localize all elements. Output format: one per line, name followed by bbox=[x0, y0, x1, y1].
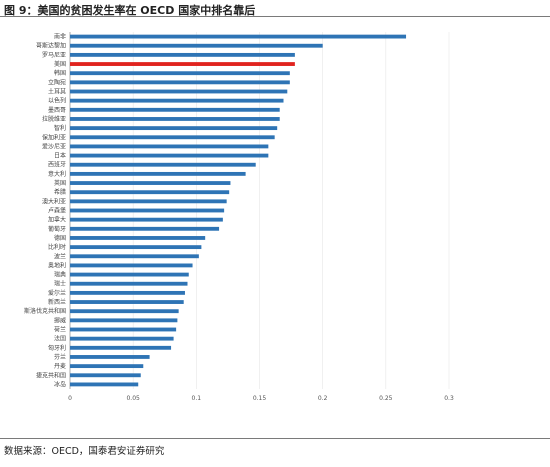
bar bbox=[70, 107, 280, 112]
bar bbox=[70, 226, 220, 231]
chart-title: 图 9：美国的贫困发生率在 OECD 国家中排名靠后 bbox=[4, 4, 256, 17]
poverty-rate-bar-chart: 南非哥斯达黎加罗马尼亚美国韩国立陶宛土耳其以色列墨西哥拉脱维亚智利保加利亚爱沙尼… bbox=[24, 32, 454, 402]
bar bbox=[70, 153, 269, 158]
title-divider bbox=[0, 16, 550, 17]
category-label: 以色列 bbox=[48, 97, 66, 105]
category-label: 保加利亚 bbox=[42, 133, 66, 141]
x-tick-label: 0.2 bbox=[318, 395, 328, 402]
bar bbox=[70, 217, 223, 222]
category-label: 罗马尼亚 bbox=[42, 51, 66, 59]
x-tick-label: 0.1 bbox=[192, 395, 202, 402]
bar-highlight bbox=[70, 62, 295, 66]
category-label: 挪威 bbox=[54, 316, 66, 324]
x-tick-label: 0.3 bbox=[444, 395, 454, 402]
category-label: 英国 bbox=[54, 179, 66, 187]
x-axis-tick-layer: 0 0.05 0.1 0.15 0.2 0.25 0.3 bbox=[68, 395, 454, 402]
category-label: 法国 bbox=[54, 335, 66, 343]
category-label: 奥地利 bbox=[48, 261, 66, 269]
bar bbox=[70, 272, 189, 277]
category-label: 墨西哥 bbox=[48, 107, 66, 114]
source-note: 数据来源：OECD，国泰君安证券研究 bbox=[4, 446, 165, 457]
bar bbox=[70, 98, 284, 103]
category-label: 南非 bbox=[54, 33, 66, 41]
bar bbox=[70, 327, 177, 332]
category-label: 美国 bbox=[54, 60, 66, 68]
category-label: 澳大利亚 bbox=[42, 197, 66, 205]
bar bbox=[70, 34, 407, 39]
bar bbox=[70, 199, 227, 204]
bar bbox=[70, 135, 275, 140]
category-label: 比利时 bbox=[48, 243, 66, 251]
bar bbox=[70, 144, 269, 149]
category-label: 西班牙 bbox=[48, 161, 66, 169]
bar bbox=[70, 373, 141, 378]
category-label: 卢森堡 bbox=[48, 207, 66, 215]
bar bbox=[70, 208, 225, 213]
bar bbox=[70, 89, 288, 94]
bar bbox=[70, 355, 150, 359]
category-label: 荷兰 bbox=[54, 326, 66, 334]
category-label: 冰岛 bbox=[54, 380, 66, 388]
bar bbox=[70, 290, 185, 295]
bar-layer bbox=[70, 34, 407, 387]
category-label: 意大利 bbox=[48, 170, 66, 178]
bar bbox=[70, 309, 179, 314]
category-label: 拉脱维亚 bbox=[42, 115, 66, 123]
bar bbox=[70, 190, 230, 195]
category-label: 爱沙尼亚 bbox=[42, 142, 66, 150]
bar bbox=[70, 336, 174, 341]
category-label: 韩国 bbox=[54, 69, 66, 77]
source-divider bbox=[0, 438, 550, 439]
bar bbox=[70, 126, 278, 131]
category-label: 希腊 bbox=[54, 188, 66, 196]
category-label: 斯洛伐克共和国 bbox=[24, 307, 66, 315]
x-tick-label: 0 bbox=[68, 395, 72, 402]
bar bbox=[70, 43, 323, 48]
bar bbox=[70, 281, 188, 286]
category-label: 捷克共和国 bbox=[36, 371, 66, 379]
bar bbox=[70, 318, 178, 323]
category-label-layer: 南非哥斯达黎加罗马尼亚美国韩国立陶宛土耳其以色列墨西哥拉脱维亚智利保加利亚爱沙尼… bbox=[24, 33, 66, 389]
bar bbox=[70, 52, 295, 57]
category-label: 瑞士 bbox=[54, 280, 66, 288]
category-label: 日本 bbox=[54, 152, 66, 160]
category-label: 德国 bbox=[54, 234, 66, 242]
bar bbox=[70, 245, 202, 250]
bar bbox=[70, 71, 290, 76]
bar bbox=[70, 263, 193, 268]
category-label: 立陶宛 bbox=[48, 78, 66, 86]
bar bbox=[70, 181, 231, 185]
category-label: 瑞典 bbox=[54, 271, 66, 279]
bar bbox=[70, 254, 199, 259]
x-tick-label: 0.25 bbox=[379, 395, 393, 402]
bar bbox=[70, 364, 144, 369]
category-label: 智利 bbox=[54, 124, 66, 132]
category-label: 土耳其 bbox=[48, 88, 66, 96]
bar bbox=[70, 80, 290, 85]
bar bbox=[70, 382, 139, 387]
category-label: 葡萄牙 bbox=[48, 225, 66, 233]
bar bbox=[70, 236, 206, 240]
category-label: 波兰 bbox=[54, 252, 66, 260]
category-label: 哥斯达黎加 bbox=[36, 42, 66, 50]
category-label: 芬兰 bbox=[54, 353, 66, 361]
category-label: 加拿大 bbox=[48, 216, 66, 224]
x-tick-label: 0.15 bbox=[253, 395, 267, 402]
x-tick-label: 0.05 bbox=[126, 395, 140, 402]
category-label: 新西兰 bbox=[48, 298, 66, 306]
bar bbox=[70, 117, 280, 121]
category-label: 爱尔兰 bbox=[48, 289, 66, 297]
bar bbox=[70, 162, 256, 167]
category-label: 丹麦 bbox=[54, 362, 66, 370]
category-label: 匈牙利 bbox=[48, 344, 66, 352]
bar bbox=[70, 300, 184, 304]
bar bbox=[70, 171, 246, 176]
bar bbox=[70, 345, 172, 350]
